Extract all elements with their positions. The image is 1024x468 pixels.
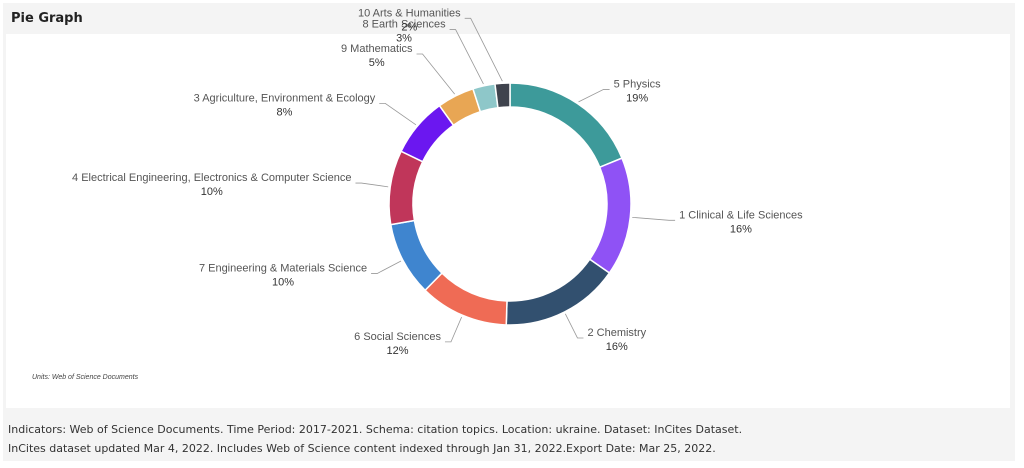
- slice-percent-label: 3%: [396, 33, 412, 45]
- slice-category-label: 10 Arts & Humanities: [358, 7, 461, 19]
- slice-category-label: 6 Social Sciences: [354, 331, 441, 343]
- label-connector: [578, 89, 610, 103]
- panel-header: Pie Graph: [3, 3, 1015, 35]
- slice-percent-label: 19%: [626, 92, 648, 104]
- slice-percent-label: 10%: [201, 186, 223, 198]
- slice-percent-label: 16%: [606, 341, 628, 353]
- label-connector: [464, 17, 503, 82]
- units-note: Units: Web of Science Documents: [32, 374, 139, 381]
- pie-slice[interactable]: [388, 150, 424, 226]
- label-connector: [444, 316, 462, 343]
- pie-slice[interactable]: [509, 82, 623, 169]
- footer-dataset-info: InCites dataset updated Mar 4, 2022. Inc…: [8, 442, 716, 455]
- label-connector: [379, 102, 417, 126]
- label-connector: [564, 313, 584, 339]
- label-connector: [355, 182, 389, 188]
- label-connector: [371, 260, 402, 274]
- pie-slice[interactable]: [588, 157, 632, 275]
- donut-chart: 5 Physics 19% 1 Clinical & Life Sciences 16…: [72, 7, 803, 357]
- slice-category-label: 4 Electrical Engineering, Electronics & …: [72, 172, 351, 184]
- pie-slice[interactable]: [505, 258, 611, 326]
- label-connector: [632, 216, 676, 221]
- slice-percent-label: 16%: [730, 223, 752, 235]
- slice-category-label: 1 Clinical & Life Sciences: [679, 209, 803, 221]
- slice-percent-label: 5%: [369, 57, 385, 69]
- pie-slice[interactable]: [494, 82, 511, 109]
- slice-percent-label: 8%: [277, 106, 293, 118]
- pie-slice[interactable]: [424, 272, 508, 326]
- panel-title: Pie Graph: [11, 11, 83, 26]
- slice-category-label: 2 Chemistry: [587, 327, 646, 339]
- slice-percent-label: 10%: [272, 277, 294, 289]
- slice-category-label: 3 Agriculture, Environment & Ecology: [194, 92, 376, 104]
- label-connector: [449, 29, 484, 85]
- slice-category-label: 5 Physics: [614, 78, 662, 90]
- slice-percent-label: 12%: [387, 345, 409, 357]
- label-connector: [416, 53, 455, 95]
- slice-category-label: 9 Mathematics: [341, 43, 413, 55]
- slice-category-label: 8 Earth Sciences: [362, 19, 446, 31]
- pie-slice[interactable]: [389, 219, 444, 292]
- slice-category-label: 7 Engineering & Materials Science: [199, 263, 367, 275]
- slice-percent-label: 2%: [401, 21, 417, 33]
- footer-indicators: Indicators: Web of Science Documents. Ti…: [8, 423, 743, 436]
